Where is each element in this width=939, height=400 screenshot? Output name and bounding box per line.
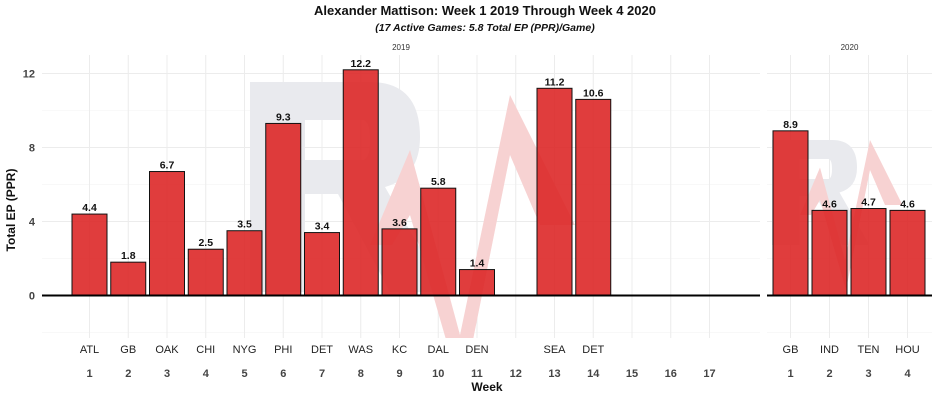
x-tick-label: 9 bbox=[396, 368, 402, 380]
opponent-label: WAS bbox=[348, 344, 373, 356]
panel-2019: 2019 4.4 ATL 1.8 GB 6.7 OAK 2.5 CHI 3.5 NYG 9.3 PHI 3… bbox=[42, 43, 760, 380]
y-axis-label: Total EP (PPR) bbox=[4, 169, 18, 252]
x-tick-label: 2 bbox=[125, 368, 131, 380]
x-tick-label: 7 bbox=[319, 368, 325, 380]
bar-value-label: 1.4 bbox=[470, 258, 485, 270]
bar-value-label: 2.5 bbox=[198, 237, 213, 249]
bar-value-label: 3.4 bbox=[315, 221, 330, 233]
panel-label: 2019 bbox=[392, 43, 410, 52]
bar bbox=[420, 187, 457, 296]
bar-value-label: 1.8 bbox=[121, 250, 136, 262]
panel-2020: 2020 8.9 GB 4.6 IND 4.7 TEN 4.6 HOU 1 2 3 4 bbox=[767, 43, 932, 380]
opponent-label: GB bbox=[783, 344, 799, 356]
bar-value-label: 9.3 bbox=[276, 111, 291, 123]
bar bbox=[811, 209, 848, 296]
bar bbox=[381, 228, 418, 296]
watermark-arrow-shape bbox=[800, 140, 903, 290]
x-tick-label: 10 bbox=[432, 368, 444, 380]
bar bbox=[850, 208, 887, 296]
bar bbox=[149, 171, 185, 296]
opponent-label: ATL bbox=[80, 344, 99, 356]
bar-value-label: 3.5 bbox=[237, 219, 252, 231]
bar bbox=[265, 122, 302, 296]
x-axis-label: Week bbox=[471, 380, 502, 394]
x-tick-label: 2 bbox=[826, 368, 832, 380]
x-tick-label: 17 bbox=[703, 368, 715, 380]
bar bbox=[71, 213, 108, 296]
chart-subtitle: (17 Active Games: 5.8 Total EP (PPR)/Gam… bbox=[375, 22, 595, 34]
bar-value-label: 6.7 bbox=[160, 160, 175, 172]
bar-value-label: 4.6 bbox=[822, 198, 837, 210]
x-tick-label: 5 bbox=[241, 368, 247, 380]
x-tick-label: 15 bbox=[626, 368, 638, 380]
bar-value-label: 11.2 bbox=[545, 76, 565, 88]
x-tick-label: 3 bbox=[164, 368, 170, 380]
opponent-label: TEN bbox=[858, 344, 880, 356]
watermark-arrow-shape bbox=[370, 95, 575, 338]
bar-value-label: 4.6 bbox=[900, 198, 915, 210]
x-tick-label: 6 bbox=[280, 368, 286, 380]
y-tick-label: 4 bbox=[29, 216, 36, 228]
opponent-label: NYG bbox=[233, 344, 257, 356]
opponent-label: CHI bbox=[196, 344, 215, 356]
x-tick-label: 16 bbox=[665, 368, 677, 380]
bar bbox=[226, 230, 263, 296]
x-tick-label: 14 bbox=[587, 368, 600, 380]
x-tick-label: 13 bbox=[548, 368, 560, 380]
opponent-label: PHI bbox=[274, 344, 292, 356]
bar-value-label: 5.8 bbox=[431, 176, 446, 188]
x-tick-label: 4 bbox=[203, 368, 210, 380]
bar bbox=[459, 269, 495, 296]
bar-value-label: 8.9 bbox=[783, 119, 798, 131]
x-tick-label: 12 bbox=[510, 368, 522, 380]
bar bbox=[772, 130, 809, 296]
opponent-label: DEN bbox=[465, 344, 488, 356]
opponent-label: DET bbox=[311, 344, 333, 356]
bar bbox=[110, 261, 147, 296]
x-tick-label: 3 bbox=[865, 368, 871, 380]
bar-value-label: 12.2 bbox=[351, 58, 372, 70]
bar-value-label: 3.6 bbox=[392, 217, 407, 229]
y-tick-label: 12 bbox=[23, 68, 35, 80]
x-tick-label: 1 bbox=[86, 368, 92, 380]
bar bbox=[536, 87, 573, 296]
opponent-label: SEA bbox=[543, 344, 566, 356]
panel-label: 2020 bbox=[841, 43, 859, 52]
opponent-label: GB bbox=[120, 344, 136, 356]
opponent-label: KC bbox=[392, 344, 407, 356]
bar-value-label: 4.4 bbox=[82, 202, 97, 214]
opponent-label: OAK bbox=[155, 344, 179, 356]
opponent-label: HOU bbox=[895, 344, 920, 356]
bar-value-label: 4.7 bbox=[861, 197, 876, 209]
bar bbox=[342, 69, 379, 296]
bar bbox=[304, 232, 340, 296]
chart-title: Alexander Mattison: Week 1 2019 Through … bbox=[314, 3, 656, 18]
opponent-label: DET bbox=[582, 344, 604, 356]
x-tick-label: 1 bbox=[787, 368, 793, 380]
y-tick-label: 8 bbox=[29, 142, 35, 154]
x-tick-label: 8 bbox=[358, 368, 364, 380]
bar bbox=[889, 209, 926, 296]
bar bbox=[575, 98, 612, 296]
bar bbox=[187, 248, 224, 296]
bar-value-label: 10.6 bbox=[583, 87, 604, 99]
opponent-label: IND bbox=[820, 344, 839, 356]
y-tick-label: 0 bbox=[29, 290, 35, 302]
plot-area: 20194.4ATL1.8GB6.7OAK2.5CHI3.5NYG9.3PHI3… bbox=[23, 43, 932, 380]
x-tick-label: 11 bbox=[471, 368, 483, 380]
x-tick-label: 4 bbox=[904, 368, 911, 380]
opponent-label: DAL bbox=[428, 344, 449, 356]
